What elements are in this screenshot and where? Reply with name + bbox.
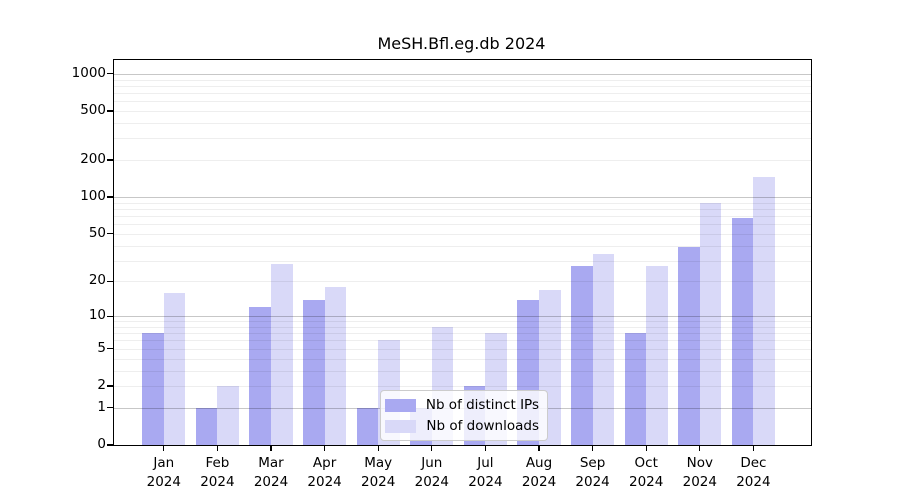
y-tick-50 [107,233,113,235]
x-tick-label-jul: Jul 2024 [468,455,503,490]
axis-layer: 0 1 2 5 10 20 50 100 200 500 1000 Jan 2024 Feb 2024 Mar… [72,60,811,490]
y-tick-label-2: 2 [97,377,106,393]
bar-downloads-jan [163,292,186,445]
y-tick-label-5: 5 [97,339,106,356]
x-tick-apr [323,445,326,451]
y-tick-1 [107,407,113,409]
y-tick-label-10: 10 [88,307,106,324]
x-tick-label-dec: Dec 2024 [736,455,771,490]
x-tick-mar [270,445,272,451]
plot-area: 0 1 2 5 10 20 50 100 200 500 1000 Jan 2024 Feb 2024 Mar… [72,59,812,490]
bar-downloads-oct [646,266,668,445]
x-tick-label-sep: Sep 2024 [575,455,610,490]
bar-ips-oct [624,333,647,445]
bar-downloads-feb [217,386,239,445]
y-tick-100 [107,196,113,198]
y-tick-10 [107,315,113,317]
x-tick-label-oct: Oct 2024 [629,455,664,490]
y-tick-label-0: 0 [97,436,106,452]
x-tick-may [377,445,379,451]
x-tick-label-nov: Nov 2024 [682,455,717,490]
bar-downloads-sep [592,254,615,445]
legend-label-distinct-ips: Nb of distinct IPs [425,397,539,413]
x-tick-label-may: May 2024 [361,455,396,490]
bar-ips-apr [303,299,325,445]
x-tick-oct [645,445,647,451]
x-tick-jan [163,445,165,451]
bars-layer [114,60,811,445]
bar-ips-sep [571,266,593,445]
y-tick-20 [107,280,113,283]
y-tick-0 [107,444,113,446]
x-tick-label-mar: Mar 2024 [253,455,289,490]
y-tick-5 [107,348,113,350]
legend-row-downloads: Nb of downloads [385,418,539,434]
y-tick-label-1: 1 [97,398,106,415]
y-tick-label-50: 50 [88,224,106,241]
legend-label-downloads: Nb of downloads [426,418,539,434]
bar-ips-may [356,407,379,445]
x-tick-aug [538,445,540,451]
bar-ips-mar [249,307,271,445]
bar-downloads-apr [324,286,347,445]
y-tick-2 [107,385,113,387]
y-tick-200 [107,159,113,161]
bar-downloads-dec [753,177,775,445]
y-tick-1000 [107,73,113,75]
bar-downloads-mar [271,264,293,445]
y-tick-label-1000: 1000 [71,64,106,81]
y-tick-label-500: 500 [80,102,106,118]
bar-ips-feb [195,407,218,445]
x-tick-nov [699,445,701,451]
bar-ips-jan [142,333,164,445]
legend-swatch-distinct-ips [384,398,416,412]
x-tick-jul [484,445,487,451]
x-tick-sep [591,445,594,451]
chart-title: MeSH.Bfl.eg.db 2024 [377,34,546,53]
y-tick-500 [107,110,113,112]
x-tick-label-jan: Jan 2024 [146,455,181,490]
y-tick-label-20: 20 [88,272,106,289]
y-tick-label-100: 100 [80,188,106,204]
y-tick-label-200: 200 [80,151,106,168]
x-tick-feb [216,445,219,451]
bar-downloads-nov [699,202,722,445]
bar-ips-nov [678,246,700,445]
legend-row-distinct-ips: Nb of distinct IPs [384,397,539,413]
x-tick-label-jun: Jun 2024 [414,455,449,490]
bar-ips-dec [731,218,754,445]
x-tick-dec [752,445,755,451]
legend-swatch-downloads [385,419,417,433]
x-tick-jun [431,445,433,451]
legend: Nb of distinct IPs Nb of downloads [380,390,548,441]
x-tick-label-aug: Aug 2024 [521,455,557,490]
x-tick-label-feb: Feb 2024 [200,455,235,490]
x-tick-label-apr: Apr 2024 [307,455,342,490]
